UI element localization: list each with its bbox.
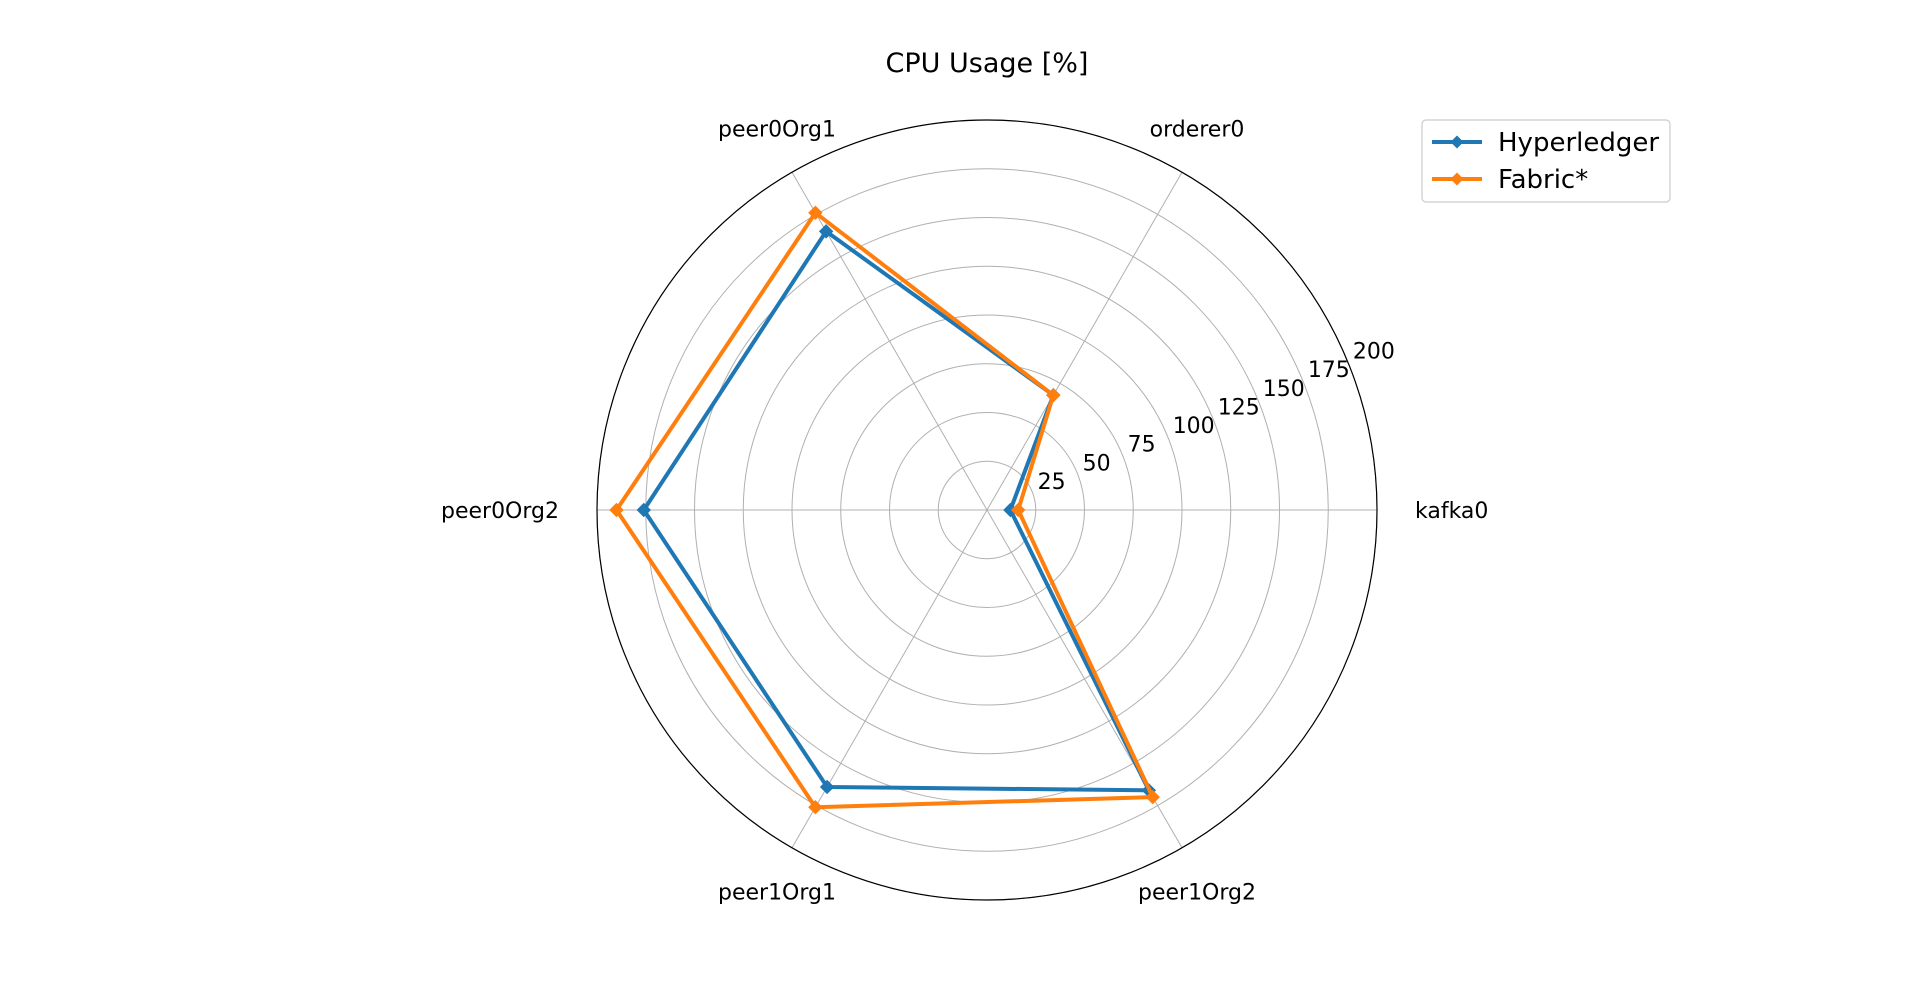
category-label: peer0Org1 — [718, 117, 836, 142]
legend: Hyperledger Fabric* — [1421, 119, 1671, 203]
series-marker — [818, 224, 834, 239]
radial-tick-label: 150 — [1263, 377, 1305, 402]
grid-layer — [596, 119, 1378, 901]
legend-box — [1421, 119, 1671, 203]
radial-tick-label: 175 — [1308, 358, 1350, 383]
radial-tick-label: 125 — [1218, 395, 1260, 420]
radial-tick-label: 200 — [1353, 339, 1395, 364]
grid-spoke — [791, 172, 988, 511]
chart-title: CPU Usage [%] — [886, 48, 1089, 79]
series-marker — [808, 205, 823, 220]
legend-entry-label: Fabric* — [1498, 165, 1588, 195]
legend-entry-label: Hyperledger — [1498, 128, 1659, 158]
radial-tick-label: 75 — [1128, 433, 1156, 458]
series-marker — [1010, 502, 1026, 518]
radial-tick-label: 50 — [1083, 451, 1111, 476]
series-marker — [808, 800, 823, 815]
legend-marker — [1450, 172, 1464, 186]
category-label: orderer0 — [1150, 117, 1245, 142]
series-marker — [609, 502, 624, 518]
grid-spoke — [986, 172, 1183, 511]
radial-tick-label: 25 — [1038, 470, 1066, 495]
radial-tick-label: 100 — [1173, 414, 1215, 439]
series-layer — [609, 205, 1160, 815]
series-marker — [1145, 789, 1160, 805]
legend-marker — [1450, 135, 1464, 149]
grid-spoke — [791, 509, 988, 848]
category-label: kafka0 — [1415, 499, 1488, 524]
series-marker — [819, 779, 835, 795]
category-label: peer0Org2 — [441, 499, 559, 524]
series-marker — [636, 502, 652, 518]
series-marker — [1046, 387, 1061, 403]
outer-frame — [596, 119, 1378, 901]
category-label: peer1Org2 — [1138, 881, 1256, 906]
category-label: peer1Org1 — [718, 881, 836, 906]
series-line-0 — [641, 229, 1151, 793]
